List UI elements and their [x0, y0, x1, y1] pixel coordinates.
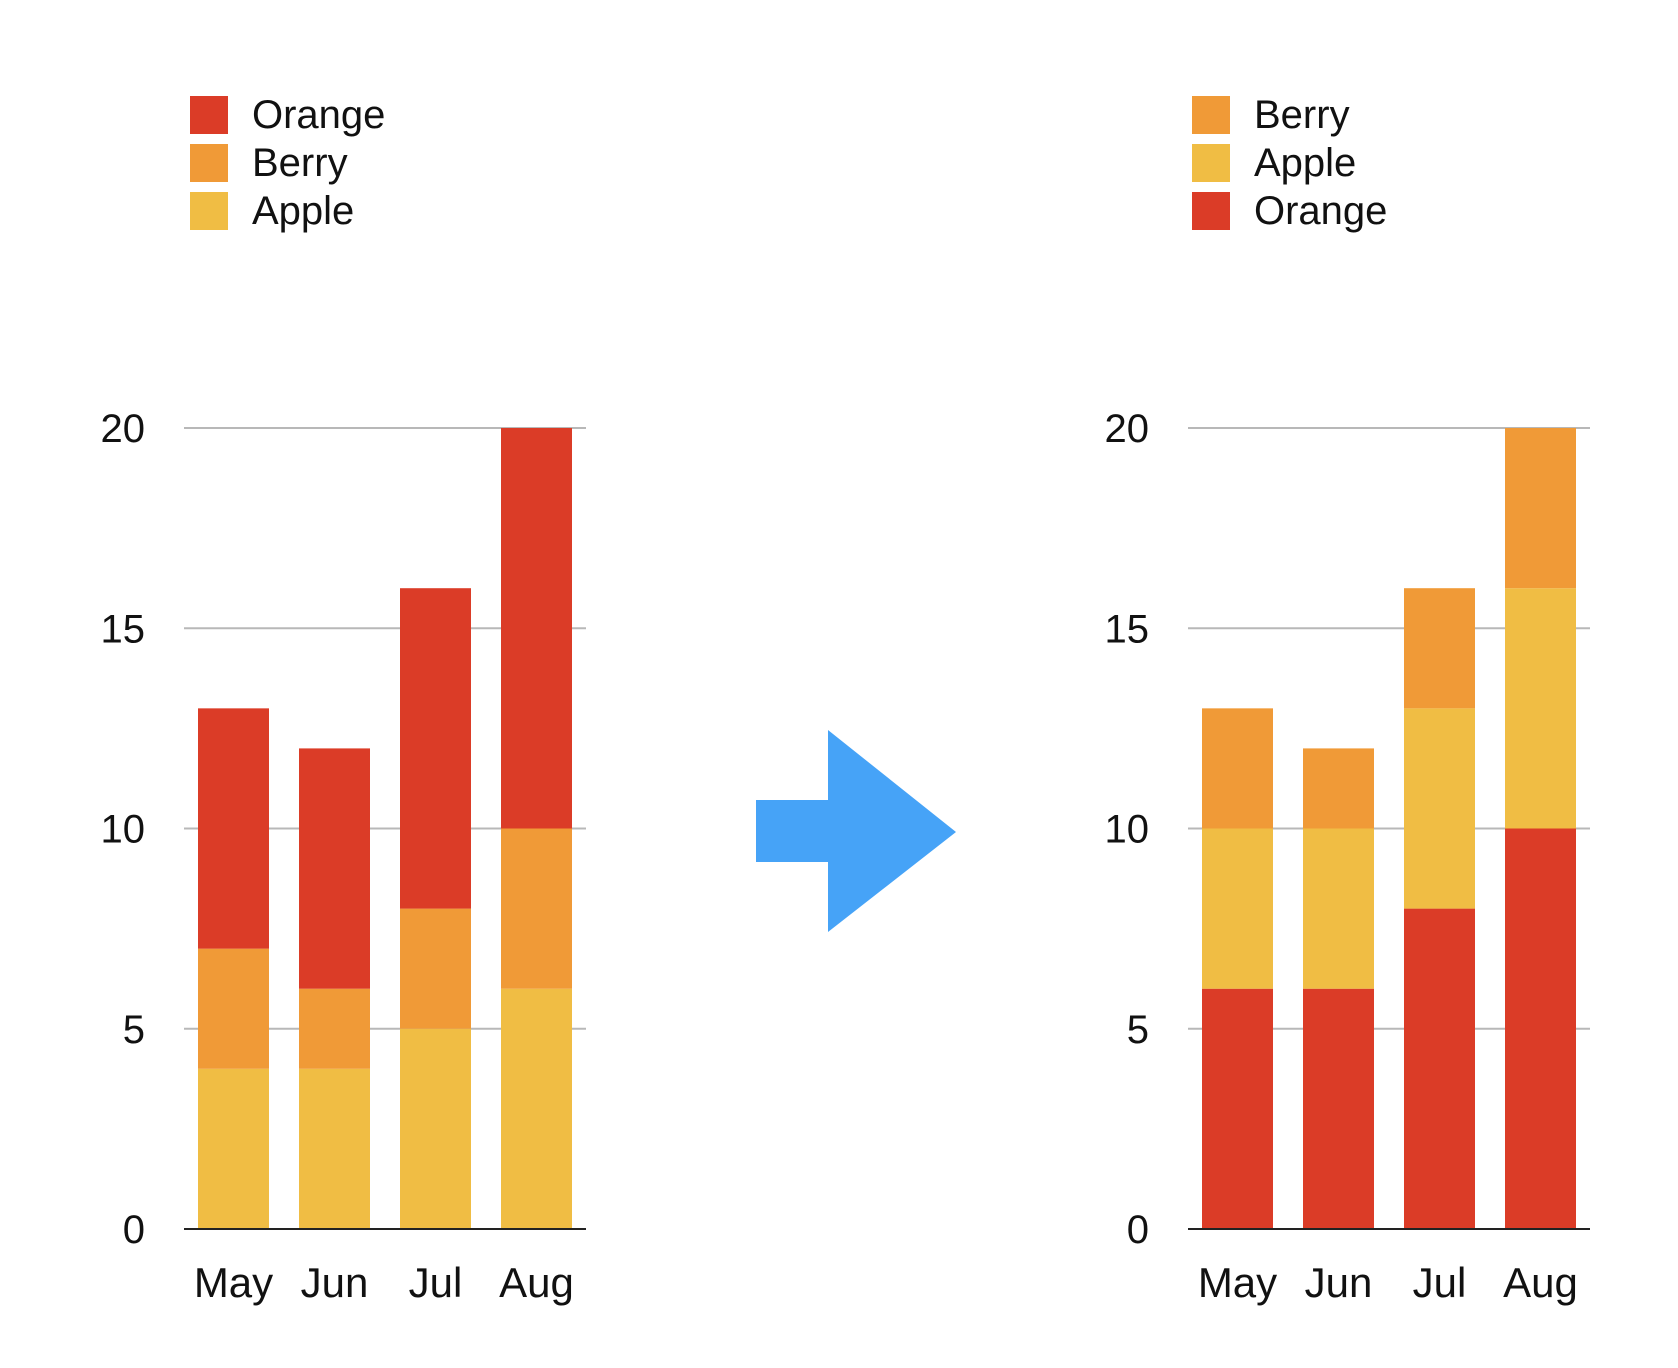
bar-apple-jul [400, 1028, 471, 1229]
y-tick-label: 20 [1105, 407, 1150, 451]
bar-apple-jun [1303, 828, 1374, 989]
legend-label-apple: Apple [1254, 141, 1356, 185]
x-tick-label: Aug [499, 1259, 574, 1306]
bar-berry-may [198, 948, 269, 1069]
legend-label-apple: Apple [252, 189, 354, 233]
legend-swatch-berry [1192, 96, 1230, 134]
legend-label-orange: Orange [252, 93, 385, 137]
bar-orange-aug [501, 428, 572, 829]
bar-berry-jul [1404, 588, 1475, 709]
y-tick-label: 0 [1127, 1208, 1149, 1252]
legend-swatch-berry [190, 144, 228, 182]
y-tick-label: 15 [1105, 607, 1150, 651]
bars [1202, 428, 1576, 1229]
legend-label-berry: Berry [252, 141, 348, 185]
bar-apple-may [198, 1068, 269, 1229]
bar-berry-aug [501, 828, 572, 989]
x-tick-label: Jun [1305, 1259, 1373, 1306]
y-tick-label: 5 [1127, 1008, 1149, 1052]
legend-swatch-orange [1192, 192, 1230, 230]
y-tick-label: 0 [123, 1208, 145, 1252]
legend-label-berry: Berry [1254, 93, 1350, 137]
x-tick-label: May [194, 1259, 273, 1306]
bar-berry-may [1202, 708, 1273, 829]
x-tick-label: Jul [1413, 1259, 1467, 1306]
bar-orange-jun [299, 748, 370, 989]
bar-orange-jul [1404, 908, 1475, 1229]
bar-apple-aug [1505, 588, 1576, 829]
bar-apple-may [1202, 828, 1273, 989]
bar-berry-jun [1303, 748, 1374, 829]
right-arrow-icon [756, 730, 956, 932]
y-tick-label: 20 [101, 407, 146, 451]
x-tick-label: May [1198, 1259, 1277, 1306]
y-tick-label: 5 [123, 1008, 145, 1052]
x-tick-label: Jul [409, 1259, 463, 1306]
bar-orange-aug [1505, 828, 1576, 1229]
bar-apple-jul [1404, 708, 1475, 909]
bar-orange-may [1202, 988, 1273, 1229]
bars [198, 428, 572, 1229]
bar-apple-jun [299, 1068, 370, 1229]
bar-orange-may [198, 708, 269, 949]
y-tick-label: 10 [101, 808, 146, 852]
bar-orange-jul [400, 588, 471, 909]
bar-berry-jul [400, 908, 471, 1029]
y-axis: 0 5 10 15 20 [1105, 407, 1590, 1252]
legend-label-orange: Orange [1254, 189, 1387, 233]
y-tick-label: 15 [101, 607, 146, 651]
x-tick-label: Jun [301, 1259, 369, 1306]
legend-swatch-orange [190, 96, 228, 134]
x-axis: May Jun Jul Aug [1198, 1259, 1578, 1306]
legend-swatch-apple [190, 192, 228, 230]
bar-orange-jun [1303, 988, 1374, 1229]
x-axis: May Jun Jul Aug [194, 1259, 574, 1306]
bar-berry-jun [299, 988, 370, 1069]
legend-swatch-apple [1192, 144, 1230, 182]
y-tick-label: 10 [1105, 808, 1150, 852]
x-tick-label: Aug [1503, 1259, 1578, 1306]
bar-berry-aug [1505, 428, 1576, 589]
bar-apple-aug [501, 988, 572, 1229]
